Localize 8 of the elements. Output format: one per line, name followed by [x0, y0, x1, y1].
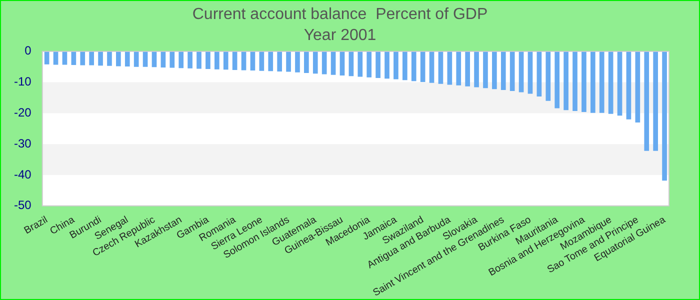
y-tick-label: -30: [14, 136, 32, 150]
y-tick-label: -40: [14, 167, 32, 182]
y-tick-label: -10: [14, 74, 32, 89]
chart-subtitle: Year 2001: [304, 27, 376, 44]
y-tick-label: 0: [24, 44, 32, 58]
y-tick-label: -20: [14, 106, 32, 120]
chart-title: Current account balance Percent of GDP: [192, 6, 488, 24]
y-tick-label: -50: [14, 198, 32, 212]
